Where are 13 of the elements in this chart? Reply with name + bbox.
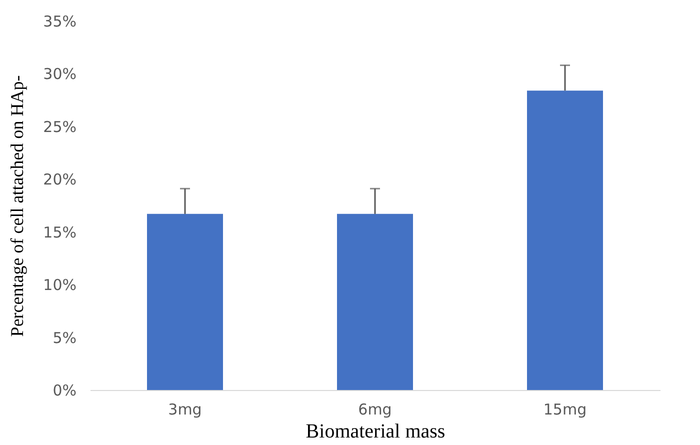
x-tick-label: 3mg <box>168 400 202 418</box>
y-tick-label: 25% <box>43 118 76 136</box>
y-axis-title: Percentage of cell attached on HAp- <box>7 75 28 337</box>
y-tick-label: 20% <box>43 170 76 189</box>
y-tick-label: 0% <box>52 382 76 400</box>
y-tick-label: 5% <box>52 328 76 347</box>
y-tick-label: 10% <box>43 276 76 294</box>
y-tick-label: 35% <box>43 12 76 30</box>
y-tick-label: 15% <box>43 223 76 242</box>
x-axis-title: Biomaterial mass <box>306 420 446 442</box>
x-tick-label: 6mg <box>358 400 392 418</box>
x-tick-label: 15mg <box>543 400 587 418</box>
y-tick-label: 30% <box>43 65 76 84</box>
